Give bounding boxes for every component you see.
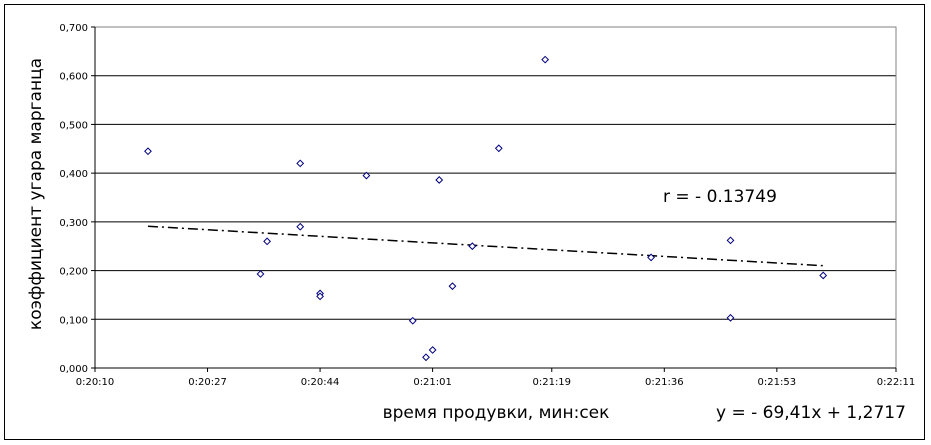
data-point bbox=[362, 171, 371, 180]
data-point bbox=[422, 353, 430, 362]
x-tick-label: 0:21:01 bbox=[413, 377, 452, 388]
x-tick-label: 0:22:11 bbox=[877, 377, 916, 388]
data-points-layer bbox=[144, 55, 828, 362]
data-point bbox=[819, 271, 828, 280]
grid-layer bbox=[95, 75, 896, 320]
x-tick-label: 0:21:19 bbox=[532, 377, 571, 388]
data-point bbox=[256, 270, 265, 278]
data-point bbox=[726, 236, 735, 245]
trendline-layer bbox=[147, 225, 824, 267]
y-tick-label: 0,400 bbox=[59, 169, 88, 180]
data-point bbox=[468, 242, 477, 251]
data-point bbox=[296, 159, 305, 168]
data-point bbox=[494, 144, 503, 153]
data-point bbox=[263, 237, 272, 246]
regression-equation: y = - 69,41x + 1,2717 bbox=[716, 403, 906, 423]
y-axis-title: коэффициент угара марганца bbox=[26, 58, 46, 330]
data-point bbox=[144, 147, 152, 156]
data-point bbox=[408, 316, 417, 325]
x-tick-label: 0:21:36 bbox=[645, 377, 684, 388]
data-point bbox=[647, 253, 655, 262]
data-point bbox=[296, 222, 305, 231]
data-point bbox=[428, 346, 437, 354]
data-point bbox=[448, 282, 457, 291]
y-tick-label: 0,000 bbox=[59, 364, 88, 375]
y-tick-label: 0,500 bbox=[59, 120, 88, 131]
x-tick-label: 0:20:10 bbox=[76, 377, 115, 388]
x-tick-label: 0:20:44 bbox=[301, 377, 340, 388]
trendline bbox=[147, 225, 824, 267]
y-tick-label: 0,200 bbox=[59, 267, 88, 278]
y-tick-label: 0,700 bbox=[59, 23, 88, 34]
data-point bbox=[726, 313, 735, 322]
y-tick-label: 0,600 bbox=[59, 72, 88, 83]
data-point bbox=[435, 176, 444, 184]
x-tick-label: 0:21:53 bbox=[758, 377, 797, 388]
correlation-annotation: r = - 0.13749 bbox=[663, 187, 777, 207]
x-axis-title: время продувки, мин:сек bbox=[383, 403, 610, 423]
data-point bbox=[541, 55, 550, 64]
x-tick-label: 0:20:27 bbox=[188, 377, 227, 388]
y-tick-label: 0,300 bbox=[59, 218, 88, 229]
axis-layer: 0,000 0,100 0,200 0,300 0,400 0,500 0,600 0,700… bbox=[59, 23, 915, 388]
data-point bbox=[316, 292, 324, 301]
y-tick-label: 0,100 bbox=[59, 315, 88, 326]
